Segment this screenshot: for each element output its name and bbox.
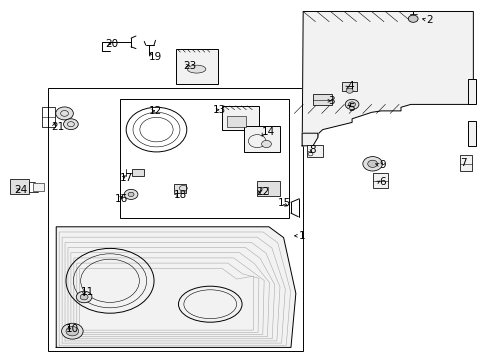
Bar (120, 99, 288, 218)
Text: 2: 2 (425, 15, 432, 25)
Circle shape (66, 327, 79, 336)
Text: 20: 20 (105, 39, 118, 49)
Circle shape (362, 157, 382, 171)
Bar (48, 88, 303, 351)
Text: 3: 3 (327, 96, 334, 106)
Circle shape (346, 88, 352, 93)
Ellipse shape (187, 65, 205, 73)
Bar (41, 107, 55, 127)
Bar (372, 173, 387, 188)
Bar (173, 184, 185, 193)
Text: 22: 22 (256, 186, 269, 197)
Text: 10: 10 (66, 324, 79, 334)
Circle shape (348, 102, 355, 107)
Polygon shape (302, 133, 317, 146)
Text: 8: 8 (309, 145, 316, 156)
Text: 7: 7 (459, 158, 466, 168)
Circle shape (80, 294, 88, 300)
Text: 15: 15 (277, 198, 291, 208)
Circle shape (407, 15, 417, 22)
Text: 13: 13 (212, 105, 225, 115)
Bar (459, 155, 471, 171)
Circle shape (56, 107, 73, 120)
Bar (256, 181, 280, 196)
Bar (306, 145, 322, 157)
Text: 9: 9 (378, 160, 385, 170)
Text: 21: 21 (51, 122, 64, 132)
Circle shape (261, 140, 271, 148)
Circle shape (76, 291, 92, 303)
Text: 4: 4 (347, 81, 354, 91)
Text: 18: 18 (173, 190, 186, 200)
Bar (259, 187, 268, 194)
Text: 24: 24 (14, 185, 27, 195)
Bar (468, 79, 475, 104)
Bar (244, 126, 279, 152)
Text: 16: 16 (114, 194, 128, 204)
Circle shape (61, 323, 83, 339)
Bar (468, 121, 475, 146)
Text: 6: 6 (378, 177, 385, 187)
Text: 19: 19 (148, 52, 162, 62)
Text: 11: 11 (80, 287, 94, 297)
Polygon shape (56, 227, 295, 347)
Text: 12: 12 (148, 106, 162, 116)
Bar (10, 179, 29, 194)
Bar (222, 106, 259, 130)
Text: 17: 17 (119, 173, 133, 183)
Bar (33, 183, 44, 191)
Circle shape (345, 99, 358, 109)
Circle shape (367, 160, 377, 167)
Bar (227, 116, 245, 127)
Bar (342, 82, 356, 91)
Bar (312, 94, 331, 105)
Text: 14: 14 (261, 127, 274, 138)
Circle shape (124, 189, 138, 199)
Circle shape (128, 192, 134, 197)
Bar (176, 49, 217, 84)
Text: 1: 1 (298, 231, 305, 241)
Bar (132, 169, 144, 176)
Text: 5: 5 (347, 103, 354, 113)
Text: 23: 23 (183, 60, 196, 71)
Circle shape (63, 119, 78, 130)
Polygon shape (302, 12, 472, 146)
